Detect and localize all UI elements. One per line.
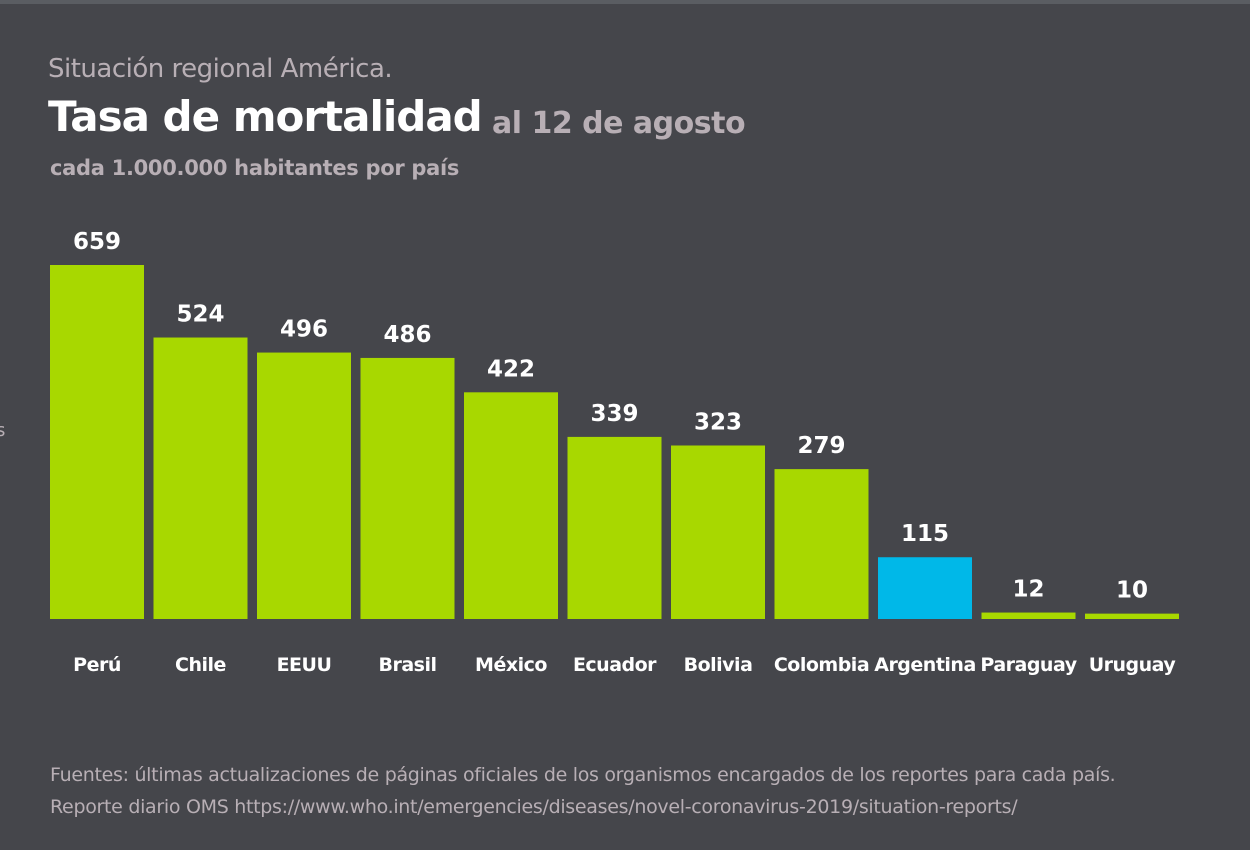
bar-bolivia xyxy=(671,445,765,619)
data-label: 115 xyxy=(901,521,949,547)
category-label: Ecuador xyxy=(573,654,657,676)
cut-off-text: s xyxy=(0,420,6,441)
chart-unit: cada 1.000.000 habitantes por país xyxy=(50,156,460,180)
data-label: 524 xyxy=(176,302,224,328)
bar-brasil xyxy=(360,357,455,619)
data-label: 486 xyxy=(383,322,431,348)
chart-date: al 12 de agosto xyxy=(492,106,746,141)
category-label: Brasil xyxy=(378,654,436,676)
data-label: 659 xyxy=(73,229,121,255)
bar-argentina xyxy=(878,557,972,619)
data-label: 422 xyxy=(487,356,535,382)
report-note: Reporte diario OMS https://www.who.int/e… xyxy=(50,796,1018,818)
data-label: 12 xyxy=(1012,577,1044,603)
category-label: EEUU xyxy=(277,654,332,676)
category-label: Uruguay xyxy=(1089,654,1177,676)
bar-perú xyxy=(50,265,144,619)
data-label: 496 xyxy=(280,317,328,343)
category-label: Perú xyxy=(73,654,121,676)
data-label: 10 xyxy=(1116,578,1148,604)
data-label: 323 xyxy=(694,409,742,435)
chart-title: Tasa de mortalidad xyxy=(48,92,483,141)
bar-colombia xyxy=(774,469,869,619)
bar-paraguay xyxy=(981,612,1076,619)
data-label: 279 xyxy=(797,433,845,459)
category-label: Colombia xyxy=(774,654,869,676)
category-label: Chile xyxy=(175,654,226,676)
chart-kicker: Situación regional América. xyxy=(48,54,393,84)
category-label: Argentina xyxy=(874,654,976,676)
category-label: México xyxy=(475,654,547,676)
bar-ecuador xyxy=(567,436,662,619)
data-label: 339 xyxy=(590,401,638,427)
category-label: Bolivia xyxy=(684,654,753,676)
category-label: Paraguay xyxy=(980,654,1077,676)
bar-méxico xyxy=(464,392,558,619)
bar-chile xyxy=(153,337,248,619)
bar-eeuu xyxy=(257,352,351,619)
top-border xyxy=(0,0,1250,4)
bar-uruguay xyxy=(1085,613,1179,619)
sources-note: Fuentes: últimas actualizaciones de pági… xyxy=(50,764,1116,786)
